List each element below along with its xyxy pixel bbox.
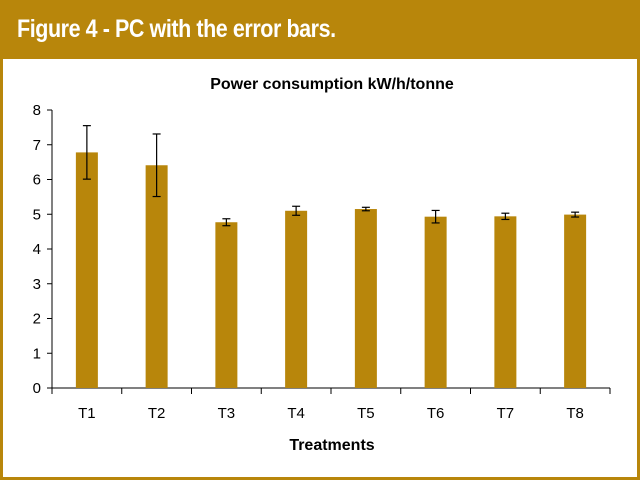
figure-title: Figure 4 - PC with the error bars. xyxy=(17,15,336,43)
y-tick-label: 2 xyxy=(33,311,41,328)
x-tick-label-t7: T7 xyxy=(497,405,515,422)
y-tick-label: 0 xyxy=(33,380,41,397)
bar-t8 xyxy=(564,214,587,388)
x-tick-label-t5: T5 xyxy=(357,405,375,422)
bar-t4 xyxy=(285,210,308,388)
y-tick-label: 6 xyxy=(33,172,41,189)
x-axis: T1 T2 T3 T4 T5 T6 T7 T8 xyxy=(51,387,611,422)
y-tick-label: 3 xyxy=(33,276,41,293)
y-tick-label: 1 xyxy=(33,345,41,362)
bar-t2 xyxy=(145,165,168,388)
bar-t7 xyxy=(494,216,517,388)
figure-header: Figure 4 - PC with the error bars. xyxy=(3,3,637,59)
bar-series xyxy=(75,125,587,388)
x-tick-label-t3: T3 xyxy=(218,405,236,422)
x-tick-label-t4: T4 xyxy=(287,405,305,422)
y-tick-label: 5 xyxy=(33,206,41,223)
bar-t1 xyxy=(75,152,98,388)
y-tick-label: 4 xyxy=(33,241,41,258)
x-tick-label-t2: T2 xyxy=(148,405,166,422)
bar-t3 xyxy=(215,222,238,388)
y-tick-label: 8 xyxy=(33,102,41,119)
x-tick-label-t8: T8 xyxy=(566,405,584,422)
x-axis-title: Treatments xyxy=(289,437,374,454)
x-tick-label-t6: T6 xyxy=(427,405,445,422)
chart-title: Power consumption kW/h/tonne xyxy=(210,76,454,93)
y-tick-label: 7 xyxy=(33,137,41,154)
x-tick-label-t1: T1 xyxy=(78,405,96,422)
y-axis: 0 1 2 3 4 5 6 7 8 xyxy=(33,102,53,397)
bar-t6 xyxy=(424,216,447,388)
bar-t5 xyxy=(354,209,377,388)
